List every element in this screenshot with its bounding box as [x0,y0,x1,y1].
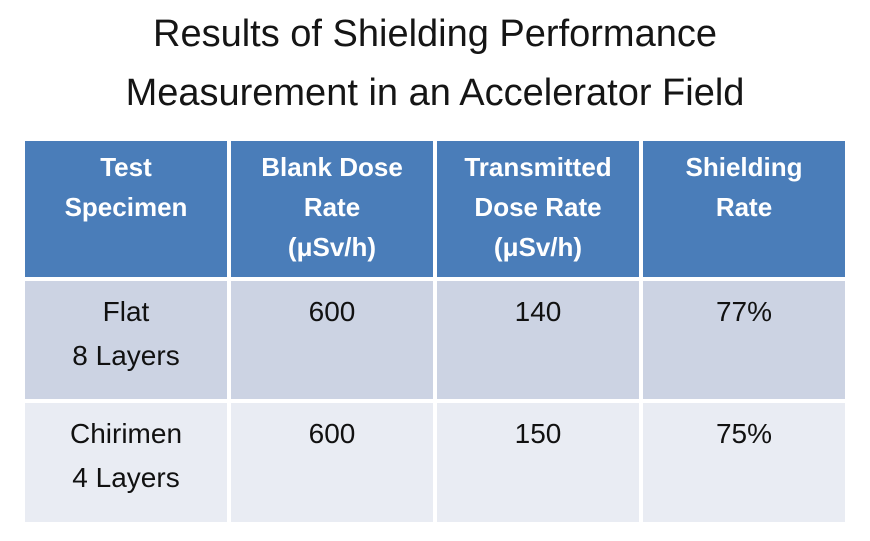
cell-transmitted-dose-chirimen: 150 [437,403,639,522]
cell-transmitted-dose-flat: 140 [437,281,639,399]
header-cell-shielding-rate: Shielding Rate [643,141,845,277]
header-cell-test-specimen: Test Specimen [25,141,227,277]
header-cell-blank-dose-rate: Blank Dose Rate (μSv/h) [231,141,433,277]
cell-specimen-chirimen: Chirimen 4 Layers [25,403,227,522]
results-table: Test Specimen Blank Dose Rate (μSv/h) Tr… [25,141,845,522]
cell-blank-dose-chirimen: 600 [231,403,433,522]
slide: Results of Shielding Performance Measure… [0,5,870,541]
page-title: Results of Shielding Performance Measure… [125,13,745,114]
header-cell-transmitted-dose-rate: Transmitted Dose Rate (μSv/h) [437,141,639,277]
cell-specimen-flat: Flat 8 Layers [25,281,227,399]
cell-shielding-rate-flat: 77% [643,281,845,399]
cell-shielding-rate-chirimen: 75% [643,403,845,522]
cell-blank-dose-flat: 600 [231,281,433,399]
